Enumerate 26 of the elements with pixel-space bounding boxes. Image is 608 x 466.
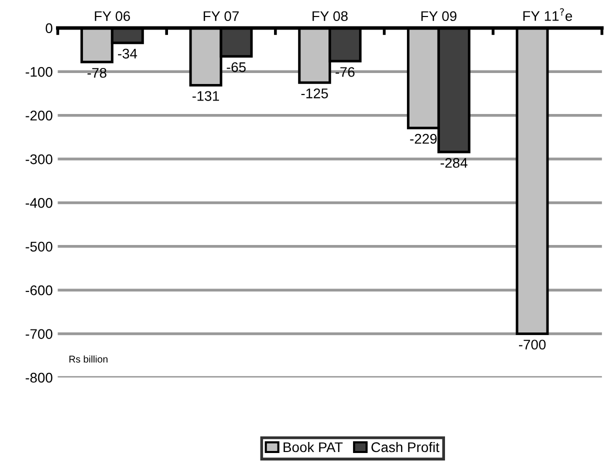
data-label: -700	[518, 340, 546, 350]
data-label: -65	[226, 62, 246, 72]
y-tick-label: -600	[26, 285, 52, 296]
data-label: -131	[192, 91, 219, 101]
data-label: -34	[118, 48, 138, 59]
data-label: -284	[440, 158, 468, 168]
x-tick-label: FY 08	[312, 11, 348, 22]
legend-label: Book PAT	[284, 442, 343, 452]
y-tick-label: -800	[26, 372, 52, 383]
x-tick-label: FY 11$^{?}$e	[523, 8, 572, 21]
y-tick-label: -500	[26, 242, 52, 252]
legend-label: Cash Profit	[371, 442, 440, 452]
data-label: -229	[410, 134, 437, 144]
x-tick-label: FY 06	[94, 11, 130, 22]
data-label: -125	[301, 88, 328, 98]
y-tick-label: -300	[26, 154, 52, 164]
annotation: Rs billion	[69, 355, 108, 363]
x-tick-label: FY 07	[204, 11, 239, 22]
y-tick-label: -200	[26, 110, 52, 121]
x-tick-label: FY 09	[421, 11, 456, 22]
y-tick-label: 0	[46, 23, 52, 34]
y-tick-label: -400	[26, 198, 52, 208]
y-tick-label: -700	[26, 329, 52, 339]
data-label: -78	[88, 68, 106, 78]
data-label: -76	[336, 67, 355, 77]
y-tick-label: -100	[26, 66, 52, 77]
